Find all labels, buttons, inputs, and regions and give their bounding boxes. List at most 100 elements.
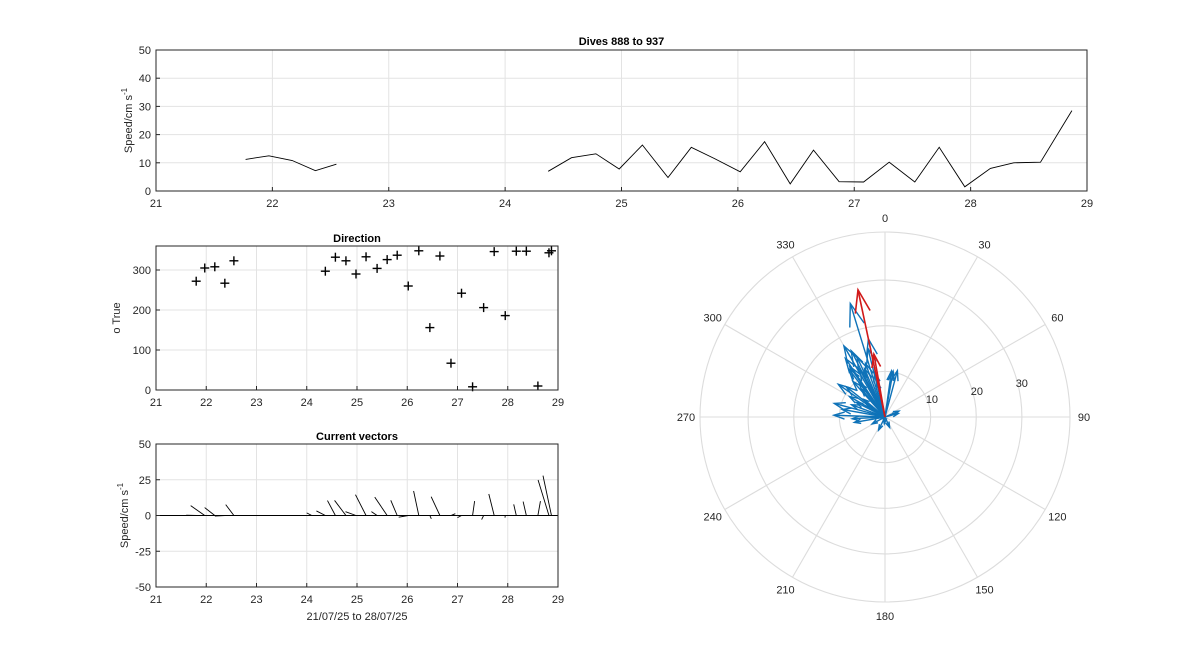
direction-point (457, 288, 467, 298)
current-vector (537, 501, 541, 516)
direction-ytick-label: 300 (133, 265, 151, 277)
direction-xtick-label: 25 (351, 397, 363, 409)
speed-ylabel: Speed/cm s-1 (120, 87, 135, 153)
compass-mean-vector (871, 351, 886, 418)
speed-xtick-label: 24 (499, 198, 511, 210)
compass-vector-head (848, 364, 861, 380)
direction-point (500, 311, 510, 321)
direction-xtick-label: 24 (301, 397, 313, 409)
compass-ring-label: 20 (971, 386, 983, 398)
vectors-xtick-label: 27 (451, 594, 463, 606)
direction-point (392, 250, 402, 260)
direction-xtick-label: 21 (150, 397, 162, 409)
direction-point (425, 323, 435, 333)
direction-point (220, 278, 230, 288)
current-vector (537, 479, 550, 516)
compass-mean-vector-head (871, 351, 882, 369)
vectors-ytick-label: -50 (135, 582, 151, 594)
compass-vector-head (840, 407, 852, 415)
speed-xtick-label: 29 (1081, 198, 1093, 210)
compass-vector-shaft (849, 395, 886, 418)
compass-vector-head (849, 404, 860, 411)
direction-point (546, 246, 556, 256)
current-vector (190, 505, 206, 516)
compass-vector-head (847, 395, 859, 404)
current-vector (334, 500, 347, 516)
speed-series-segment (245, 155, 337, 172)
compass-angle-label: 210 (776, 584, 794, 596)
vectors-ylabel-exp: -1 (116, 482, 125, 490)
direction-point (403, 281, 413, 291)
compass-spoke (884, 324, 1046, 418)
compass-vector-shaft (843, 345, 886, 418)
compass-angle-label: 300 (703, 313, 721, 325)
compass-vector-shaft (833, 414, 886, 418)
direction-point (191, 276, 201, 286)
compass-vector (852, 416, 886, 425)
vectors-xlabel: 21/07/25 to 28/07/25 (307, 611, 408, 623)
current-vector (430, 496, 441, 516)
speed-ylabel-exp: -1 (120, 87, 129, 95)
compass-angle-label: 0 (882, 213, 888, 225)
vectors-ylabel: Speed/cm s-1 (116, 482, 131, 548)
current-vector (345, 511, 357, 516)
direction-point (200, 263, 210, 273)
compass-vector-head (849, 415, 860, 422)
current-vector (481, 515, 485, 520)
direction-ytick-label: 0 (145, 385, 151, 397)
compass-vector-head (860, 387, 869, 397)
direction-xtick-label: 29 (552, 397, 564, 409)
current-vector (355, 494, 367, 516)
speed-ytick-label: 30 (139, 101, 151, 113)
compass-vector-shaft (849, 366, 886, 418)
compass-mean-vector-shaft (873, 353, 886, 418)
direction-point (446, 358, 456, 368)
current-vector (472, 500, 476, 516)
vectors-ytick-label: 0 (145, 511, 151, 523)
direction-point (489, 247, 499, 257)
speed-ytick-label: 50 (139, 45, 151, 57)
direction-point (414, 246, 424, 256)
direction-point (229, 256, 239, 266)
compass-angle-label: 90 (1078, 412, 1090, 424)
vectors-ytick-label: -25 (135, 546, 151, 558)
direction-title: Direction (333, 233, 381, 245)
compass-vector-shaft (863, 398, 886, 418)
compass-ring-label: 30 (1016, 378, 1028, 390)
compass-vector-head (842, 343, 858, 364)
compass-vector-shaft (854, 416, 886, 424)
compass-vector (849, 301, 886, 418)
compass-vector (831, 411, 886, 420)
compass-vector-shaft (834, 402, 886, 418)
vectors-xtick-label: 21 (150, 594, 162, 606)
direction-xtick-label: 26 (401, 397, 413, 409)
direction-panel: 21 22 23 24 25 26 27 28 29 0 100 200 300 Direction o… (111, 233, 564, 409)
speed-xtick-label: 22 (266, 198, 278, 210)
compass-vector-head (849, 301, 865, 328)
direction-point (330, 252, 340, 262)
speed-xtick-label: 21 (150, 198, 162, 210)
direction-point (341, 256, 351, 266)
compass-vector-shaft (856, 356, 886, 418)
speed-xtick-label: 23 (383, 198, 395, 210)
current-vector (398, 515, 409, 518)
compass-vector (862, 397, 886, 418)
speed-ylabel-text: Speed/cm s (123, 95, 135, 154)
direction-xtick-label: 23 (250, 397, 262, 409)
speed-ytick-label: 40 (139, 73, 151, 85)
compass-vector-head (877, 424, 884, 433)
speed-xtick-label: 25 (615, 198, 627, 210)
compass-vector-shaft (849, 303, 886, 418)
current-vector (371, 511, 378, 516)
compass-panel: 0 30 60 90 120 150 180 210 240 270 300 330 10 20 30 (677, 213, 1090, 623)
direction-point (511, 246, 521, 256)
current-vector (316, 510, 326, 516)
compass-vector-head (885, 421, 891, 430)
compass-vector-head (844, 356, 859, 374)
compass-vector (860, 387, 886, 418)
direction-point (320, 266, 330, 276)
compass-spoke (884, 256, 978, 418)
speed-ytick-label: 20 (139, 130, 151, 142)
compass-mean-vector-head (854, 287, 871, 314)
